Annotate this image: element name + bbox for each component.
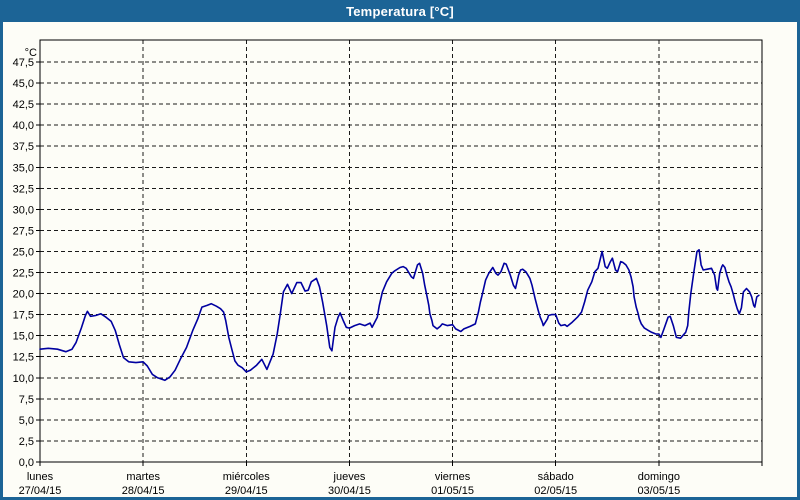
x-day-name-label: domingo xyxy=(638,471,680,483)
y-tick-label: 22,5 xyxy=(13,268,34,280)
axes xyxy=(36,39,763,466)
gridlines xyxy=(40,40,762,462)
x-day-date-label: 28/04/15 xyxy=(122,485,165,497)
chart-title: Temperatura [°C] xyxy=(346,3,454,19)
y-axis-unit-label: °C xyxy=(25,47,37,59)
x-day-name-label: miércoles xyxy=(223,471,271,483)
y-tick-label: 30,0 xyxy=(13,204,34,216)
y-tick-label: 5,0 xyxy=(19,415,34,427)
y-tick-label: 47,5 xyxy=(13,57,34,69)
x-day-date-label: 01/05/15 xyxy=(431,485,474,497)
y-tick-label: 20,0 xyxy=(13,289,34,301)
x-day-name-label: jueves xyxy=(333,471,366,483)
y-tick-label: 7,5 xyxy=(19,394,34,406)
y-tick-label: 37,5 xyxy=(13,141,34,153)
chart-titlebar: Temperatura [°C] xyxy=(0,0,800,22)
x-day-date-label: 29/04/15 xyxy=(225,485,268,497)
y-tick-label: 10,0 xyxy=(13,373,34,385)
chart-canvas xyxy=(3,22,797,497)
y-tick-label: 12,5 xyxy=(13,352,34,364)
x-day-name-label: sábado xyxy=(538,471,574,483)
y-tick-label: 35,0 xyxy=(13,162,34,174)
y-tick-label: 17,5 xyxy=(13,310,34,322)
x-day-name-label: martes xyxy=(126,471,160,483)
x-day-date-label: 02/05/15 xyxy=(534,485,577,497)
x-day-date-label: 27/04/15 xyxy=(19,485,62,497)
y-tick-label: 2,5 xyxy=(19,436,34,448)
temperature-series-line xyxy=(39,249,760,382)
y-tick-label: 15,0 xyxy=(13,331,34,343)
x-day-date-label: 03/05/15 xyxy=(637,485,680,497)
y-tick-label: 32,5 xyxy=(13,183,34,195)
series-group xyxy=(39,249,760,382)
y-tick-label: 45,0 xyxy=(13,78,34,90)
plot-border xyxy=(39,39,763,463)
y-tick-label: 40,0 xyxy=(13,120,34,132)
x-day-name-label: lunes xyxy=(27,471,54,483)
axis-labels: 0,0 2,5 5,0 7,5 10,0 12,5 15,0 17,5 20,0 22,5 25,0… xyxy=(13,47,681,497)
y-tick-label: 0,0 xyxy=(19,457,34,469)
x-day-date-label: 30/04/15 xyxy=(328,485,371,497)
y-tick-label: 42,5 xyxy=(13,99,34,111)
x-day-name-label: viernes xyxy=(435,471,471,483)
y-tick-label: 27,5 xyxy=(13,225,34,237)
y-tick-label: 25,0 xyxy=(13,246,34,258)
